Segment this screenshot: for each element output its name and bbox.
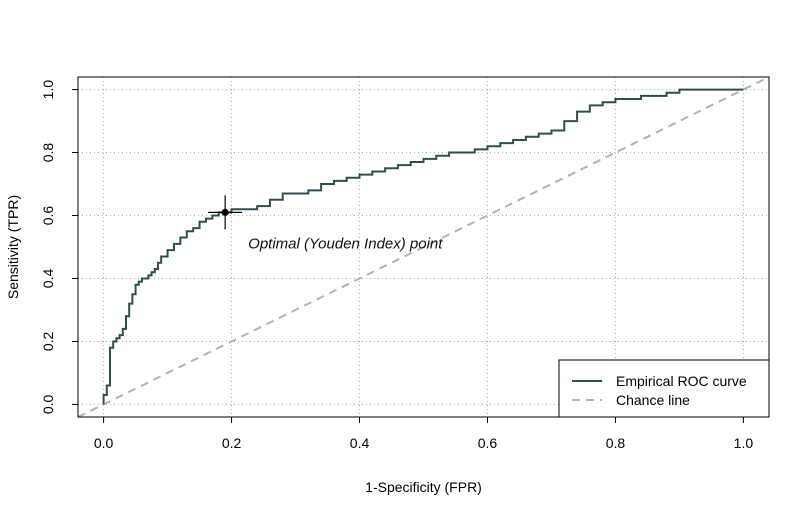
optimal-point-label: Optimal (Youden Index) point [248, 235, 443, 252]
x-tick-label-2: 0.4 [350, 435, 370, 451]
x-tick-label-4: 0.8 [606, 435, 626, 451]
x-tick-label-0: 0.0 [94, 435, 114, 451]
x-axis-label: 1-Specificity (FPR) [365, 479, 482, 495]
legend-box [558, 359, 770, 418]
x-tick-label-5: 1.0 [734, 435, 754, 451]
y-tick-label-3: 0.6 [40, 206, 56, 226]
y-axis: 0.0 0.2 0.4 0.6 0.8 1.0 [40, 80, 78, 414]
legend: Empirical ROC curve Chance line [558, 359, 770, 418]
optimal-point-marker [221, 208, 229, 216]
x-tick-label-1: 0.2 [222, 435, 242, 451]
y-tick-label-2: 0.4 [40, 269, 56, 289]
plot-frame [77, 76, 770, 418]
grid-lines [78, 77, 769, 417]
y-tick-label-4: 0.8 [40, 143, 56, 163]
y-axis-label: Sensitivity (TPR) [5, 195, 21, 299]
series-layer [78, 77, 769, 417]
x-axis: 0.0 0.2 0.4 0.6 0.8 1.0 [94, 417, 753, 451]
chance-line [78, 77, 769, 417]
legend-label-chance: Chance line [616, 392, 690, 408]
roc-curve-line [102, 88, 744, 405]
x-tick-label-3: 0.6 [478, 435, 498, 451]
y-tick-label-5: 1.0 [40, 80, 56, 100]
legend-label-roc: Empirical ROC curve [616, 373, 747, 389]
y-tick-label-1: 0.2 [40, 332, 56, 352]
y-tick-label-0: 0.0 [40, 394, 56, 414]
optimal-point-layer [208, 195, 243, 230]
